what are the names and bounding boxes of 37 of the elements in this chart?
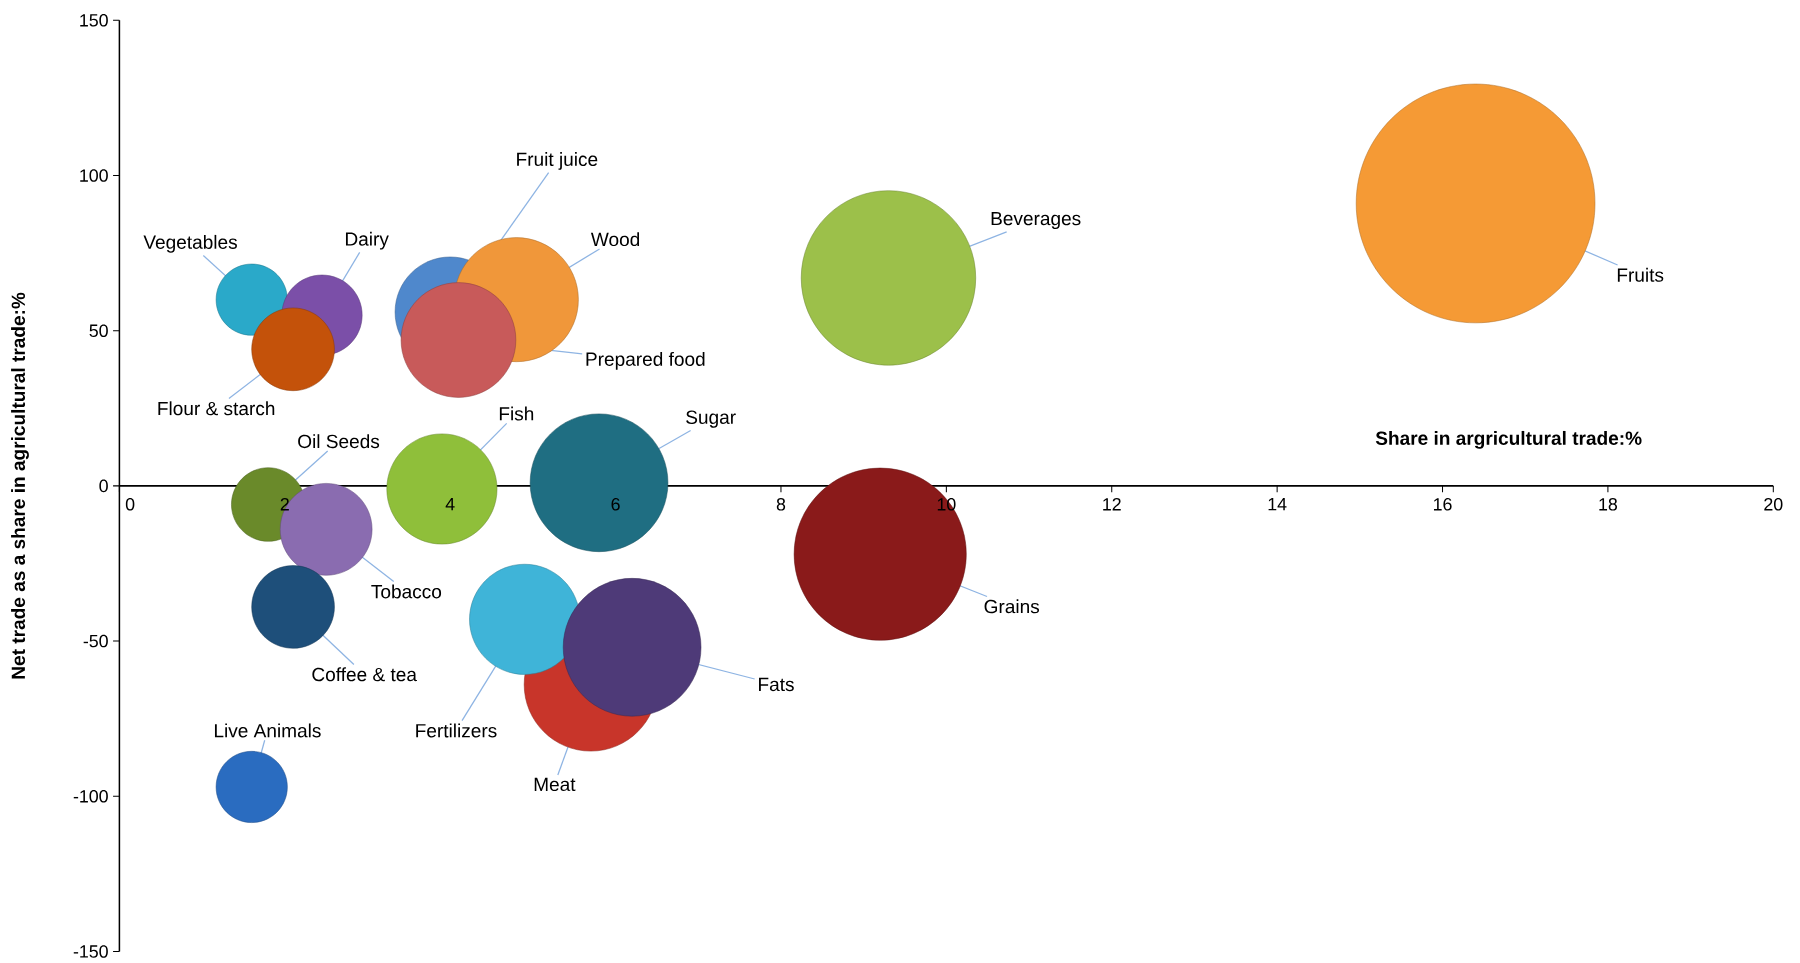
text: Prepared food	[586, 351, 705, 370]
y-axis-title: Net trade as a share in agricultural trade:%	[11, 292, 29, 679]
text: Beverages	[991, 212, 1081, 230]
x-axis-title: Share in argricultural trade:%	[1375, 431, 1642, 449]
text: Fats	[759, 677, 794, 692]
text: Wood	[590, 232, 640, 247]
text: Sugar	[686, 410, 736, 428]
series-label: Live Animals	[214, 723, 321, 738]
x-tick-label: 20	[1764, 498, 1783, 511]
text: Fruit juice	[517, 152, 598, 170]
x-tick-label: 2	[280, 498, 289, 511]
text: Fruits	[1617, 267, 1664, 282]
text: Tobacco	[371, 584, 442, 599]
y-tick-label: 100	[80, 169, 108, 182]
x-tick-label: 18	[1599, 498, 1618, 511]
series-label: Coffee & tea	[312, 667, 417, 682]
series-label: Flour & starch	[158, 401, 275, 416]
x-tick-label: 4	[445, 498, 455, 511]
x-tick-label: 14	[1268, 498, 1287, 511]
text: Grains	[984, 599, 1040, 614]
x-tick-label: 0	[125, 498, 135, 511]
series-label: Vegetables	[143, 234, 237, 253]
x-tick-label: 12	[1103, 498, 1121, 511]
series-label: Meat	[534, 777, 576, 792]
y-tick-label: 150	[80, 14, 108, 27]
series-label: Dairy	[345, 231, 389, 250]
y-tick-label: 50	[89, 324, 108, 338]
x-tick-label: 6	[611, 498, 620, 511]
y-tick-label: -50	[83, 634, 108, 648]
x-tick-label: 8	[776, 498, 786, 511]
series-label: Oil Seeds	[298, 434, 380, 449]
y-tick-label: -100	[73, 790, 108, 803]
y-tick-label: -150	[73, 945, 108, 958]
text: Fertilizers	[416, 723, 497, 738]
x-tick-label: 16	[1433, 498, 1452, 511]
text: Fish	[499, 406, 534, 421]
y-tick-label: 0	[99, 479, 108, 493]
